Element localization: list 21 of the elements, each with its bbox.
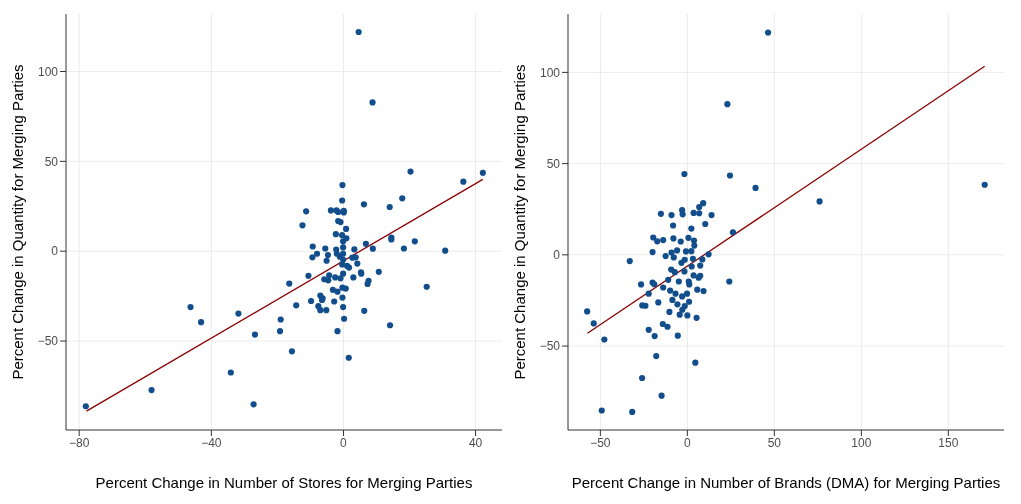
x-axis-title: Percent Change in Number of Brands (DMA) for Merging Parties	[571, 474, 1001, 491]
x-tick-label: 0	[340, 435, 348, 450]
y-axis-title: Percent Change in Quantity for Merging Parties	[511, 64, 529, 380]
y-tick-label: 50	[546, 156, 561, 171]
x-tick-label: −50	[590, 435, 611, 450]
y-tick-label: 0	[553, 248, 561, 263]
x-tick-label: 40	[468, 435, 483, 450]
x-tick-label: 0	[684, 435, 692, 450]
x-tick-label: −40	[201, 435, 222, 450]
y-tick-label: 100	[37, 64, 59, 79]
y-tick-label: 50	[44, 154, 59, 169]
y-axis-title: Percent Change in Quantity for Merging Parties	[9, 64, 27, 380]
x-tick-label: −80	[69, 435, 90, 450]
x-tick-label: 100	[851, 435, 872, 450]
y-tick-label: 100	[539, 65, 561, 80]
y-tick-label: −50	[539, 339, 561, 354]
x-tick-label: 150	[938, 435, 959, 450]
y-tick-label: 0	[51, 244, 59, 259]
x-tick-label: 50	[767, 435, 782, 450]
x-axis-title: Percent Change in Number of Stores for Merging Parties	[95, 474, 473, 491]
y-tick-label: −50	[37, 334, 59, 349]
